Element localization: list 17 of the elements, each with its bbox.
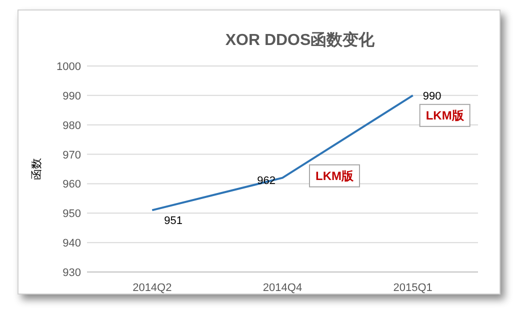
x-tick-label: 2015Q1	[393, 282, 432, 294]
y-tick-label: 1000	[56, 61, 81, 73]
chart-title: XOR DDOS函数变化	[225, 31, 376, 49]
y-tick-label: 930	[62, 267, 81, 279]
data-label: 990	[422, 90, 442, 102]
y-tick-label: 940	[62, 238, 81, 250]
y-tick-label: 980	[62, 120, 81, 132]
y-tick-label: 970	[62, 149, 81, 162]
y-tick-label: 950	[62, 208, 81, 220]
y-tick-label: 960	[62, 178, 81, 191]
x-tick-label: 2014Q2	[132, 282, 172, 294]
x-tick-label: 2014Q4	[262, 282, 302, 294]
y-axis-title: 函数	[31, 158, 43, 180]
y-tick-label: 990	[62, 90, 81, 102]
data-label: 951	[164, 215, 183, 228]
annotation: LKM版	[316, 168, 354, 183]
annotation: LKM版	[426, 108, 465, 122]
